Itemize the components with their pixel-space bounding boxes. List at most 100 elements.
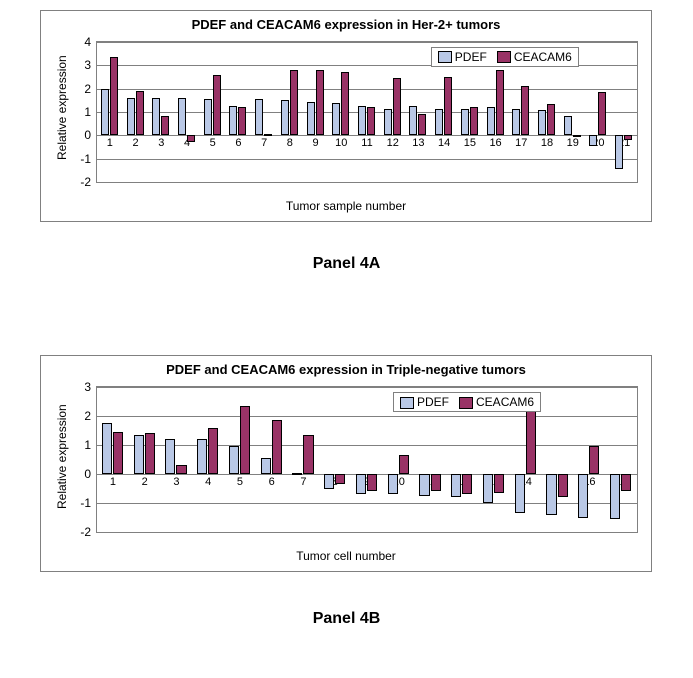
bar <box>134 435 144 474</box>
x-tick-label: 19 <box>567 135 579 149</box>
x-tick-label: 6 <box>235 135 241 149</box>
y-tick-label: 1 <box>84 438 97 452</box>
x-tick-label: 11 <box>361 135 372 149</box>
grid-line <box>97 89 637 90</box>
x-tick-label: 17 <box>515 135 527 149</box>
chart-box: PDEF and CEACAM6 expression in Triple-ne… <box>40 355 652 572</box>
bar <box>113 432 123 474</box>
legend-swatch <box>400 397 414 409</box>
x-tick-label: 8 <box>287 135 293 149</box>
bar <box>152 98 160 135</box>
bar <box>578 474 588 518</box>
legend-item: CEACAM6 <box>459 395 534 409</box>
x-axis-label: Tumor cell number <box>41 549 651 563</box>
grid-line <box>97 182 637 183</box>
bar <box>546 474 556 515</box>
bar <box>161 116 169 136</box>
x-tick-label: 1 <box>107 135 113 149</box>
bar <box>324 474 334 489</box>
x-tick-label: 2 <box>133 135 139 149</box>
y-tick-label: -2 <box>80 525 97 539</box>
y-axis-label: Relative expression <box>55 55 69 160</box>
bar <box>272 420 282 474</box>
x-tick-label: 18 <box>541 135 553 149</box>
bar <box>521 86 529 135</box>
y-axis-label: Relative expression <box>55 405 69 510</box>
bar <box>261 458 271 474</box>
bar <box>165 439 175 474</box>
x-tick-label: 14 <box>438 135 450 149</box>
legend-label: CEACAM6 <box>476 395 534 409</box>
x-tick-label: 1 <box>110 474 116 488</box>
x-tick-label: 9 <box>313 135 319 149</box>
x-tick-label: 12 <box>387 135 399 149</box>
y-tick-label: -1 <box>80 496 97 510</box>
bar <box>197 439 207 474</box>
x-axis-label: Tumor sample number <box>41 199 651 213</box>
legend: PDEF CEACAM6 <box>393 392 541 412</box>
bar <box>208 428 218 474</box>
bar <box>564 116 572 136</box>
y-tick-label: 4 <box>84 35 97 49</box>
bar <box>470 107 478 135</box>
legend-label: PDEF <box>417 395 449 409</box>
x-tick-label: 16 <box>489 135 501 149</box>
legend-swatch <box>438 51 452 63</box>
legend-label: CEACAM6 <box>514 50 572 64</box>
bar <box>341 72 349 135</box>
legend-label: PDEF <box>455 50 487 64</box>
bar <box>399 455 409 474</box>
chart-title: PDEF and CEACAM6 expression in Her-2+ tu… <box>41 17 651 32</box>
bar <box>589 446 599 474</box>
bar <box>598 92 606 135</box>
bar <box>303 435 313 474</box>
bar <box>316 70 324 135</box>
bar <box>281 100 289 135</box>
bar <box>290 70 298 135</box>
bar <box>418 114 426 135</box>
grid-line <box>97 42 637 43</box>
y-tick-label: 3 <box>84 380 97 394</box>
bar <box>240 406 250 474</box>
y-tick-label: 2 <box>84 82 97 96</box>
legend-item: PDEF <box>400 395 449 409</box>
bar <box>292 473 302 475</box>
bar <box>615 135 623 169</box>
bar <box>512 109 520 136</box>
x-tick-label: 10 <box>335 135 347 149</box>
bar <box>307 102 315 136</box>
bar <box>515 474 525 513</box>
grid-line <box>97 387 637 388</box>
bar <box>127 98 135 135</box>
grid-line <box>97 416 637 417</box>
bar <box>229 106 237 135</box>
chart-panel: PDEF and CEACAM6 expression in Triple-ne… <box>40 355 650 570</box>
bar <box>335 474 345 484</box>
plot-area: -2-101231234567891011121314151617 <box>96 386 638 533</box>
x-tick-label: 6 <box>269 474 275 488</box>
bar <box>145 433 155 474</box>
chart-box: PDEF and CEACAM6 expression in Her-2+ tu… <box>40 10 652 222</box>
legend-swatch <box>459 397 473 409</box>
grid-line <box>97 159 637 160</box>
x-tick-label: 5 <box>237 474 243 488</box>
bar <box>367 474 377 491</box>
bar <box>388 474 398 494</box>
bar <box>444 77 452 135</box>
bar <box>332 103 340 136</box>
bar <box>547 104 555 136</box>
bar <box>409 106 417 135</box>
chart-panel: PDEF and CEACAM6 expression in Her-2+ tu… <box>40 10 650 220</box>
grid-line <box>97 532 637 533</box>
bar <box>624 135 632 140</box>
y-tick-label: -2 <box>80 175 97 189</box>
x-tick-label: 7 <box>300 474 306 488</box>
bar <box>496 70 504 135</box>
bar <box>356 474 366 494</box>
bar <box>238 107 246 135</box>
x-tick-label: 7 <box>261 135 267 149</box>
y-tick-label: 3 <box>84 58 97 72</box>
chart-title: PDEF and CEACAM6 expression in Triple-ne… <box>41 362 651 377</box>
bar <box>462 474 472 494</box>
bar <box>264 134 272 136</box>
